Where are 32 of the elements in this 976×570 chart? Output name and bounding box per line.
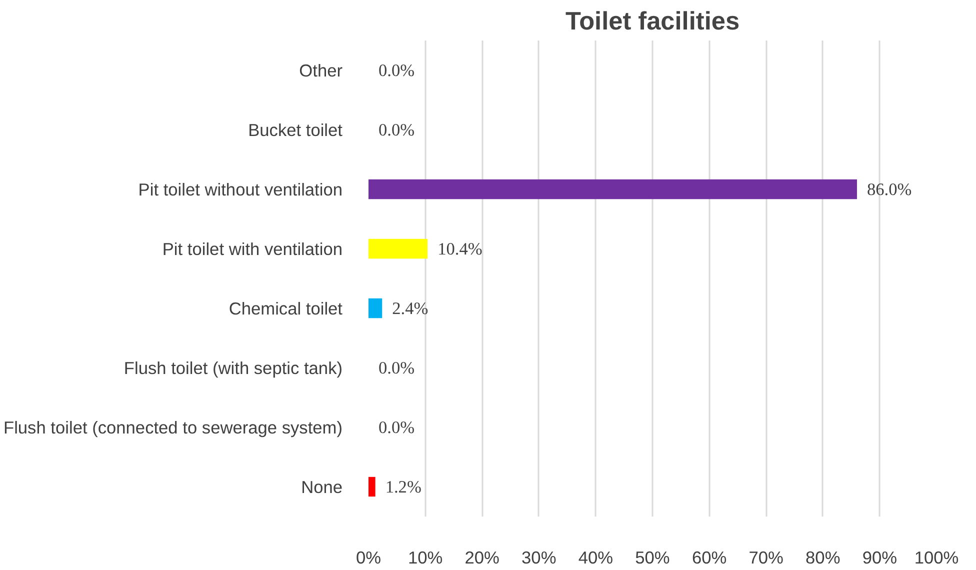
x-tick-label: 80% [806,548,840,568]
data-label: 0.0% [378,60,415,80]
x-tick-label: 0% [356,548,382,568]
data-label: 2.4% [392,298,428,318]
data-label: 0.0% [378,418,415,437]
data-label: 86.0% [866,180,912,199]
chart-title: Toilet facilities [565,8,740,36]
y-tick-label: Other [299,60,343,80]
x-tick-label: 50% [635,548,670,568]
data-label: 1.2% [385,477,422,496]
data-label: 10.4% [438,239,482,258]
x-tick-label: 90% [862,548,898,568]
x-tick-label: 10% [408,548,443,568]
x-tick-label: 60% [692,548,727,568]
y-tick-label: Chemical toilet [228,298,343,318]
x-tick-label: 40% [578,548,614,568]
bar [368,298,382,318]
y-tick-label: Bucket toilet [248,120,343,140]
y-tick-label: Pit toilet with ventilation [162,238,343,259]
y-tick-label: None [301,476,343,497]
bar [368,476,376,497]
bar [368,238,428,259]
data-label: 0.0% [378,120,415,140]
x-tick-label: 100% [914,548,959,568]
y-tick-label: Flush toilet (connected to sewerage system) [3,417,342,438]
x-tick-label: 70% [748,548,784,568]
y-tick-label: Flush toilet (with septic tank) [124,358,342,378]
bar [368,179,857,200]
data-label: 0.0% [378,358,415,378]
x-tick-label: 30% [522,548,556,568]
x-tick-label: 20% [464,548,500,568]
y-tick-label: Pit toilet without ventilation [138,179,343,200]
